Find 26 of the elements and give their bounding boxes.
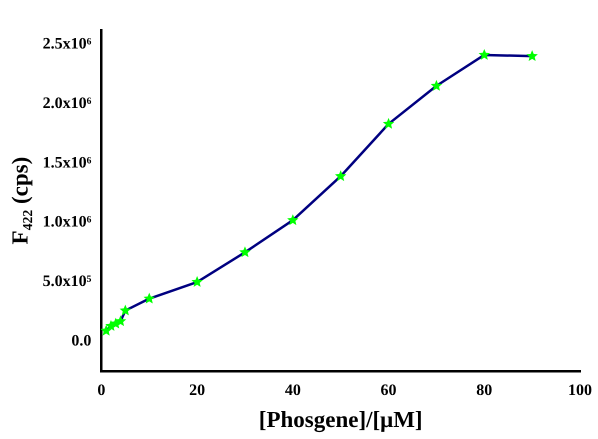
point (287, 214, 299, 226)
point (114, 315, 126, 326)
y-tick-label: 1.0x10⁶ (42, 214, 92, 231)
y-tick-label: 2.0x10⁶ (42, 94, 92, 112)
point (100, 324, 112, 336)
point (478, 48, 490, 60)
point (144, 292, 155, 304)
point (239, 246, 251, 258)
x-tick-label: 20 (189, 382, 206, 399)
y-tick-label: 2.5x10⁶ (42, 35, 92, 52)
point (120, 304, 132, 316)
x-tick-label: 100 (568, 382, 592, 399)
point (382, 118, 394, 129)
y-tick-label: 1.5x10⁶ (42, 154, 92, 172)
x-tick-label: 40 (284, 382, 301, 399)
point (334, 170, 346, 182)
point (191, 276, 203, 287)
y-tick-label: 0.0 (71, 332, 92, 350)
y-tick-label: 5.0x10⁵ (42, 273, 92, 290)
x-tick-label: 60 (380, 382, 397, 399)
x-tick-label: 80 (476, 382, 492, 399)
x-tick-label: 0 (97, 382, 106, 399)
point (430, 80, 442, 91)
x-axis-title: [Phosgene]/[μM] (258, 407, 423, 434)
point (526, 50, 538, 62)
y-axis-title: F₄₂₂ (cps) (8, 156, 33, 244)
